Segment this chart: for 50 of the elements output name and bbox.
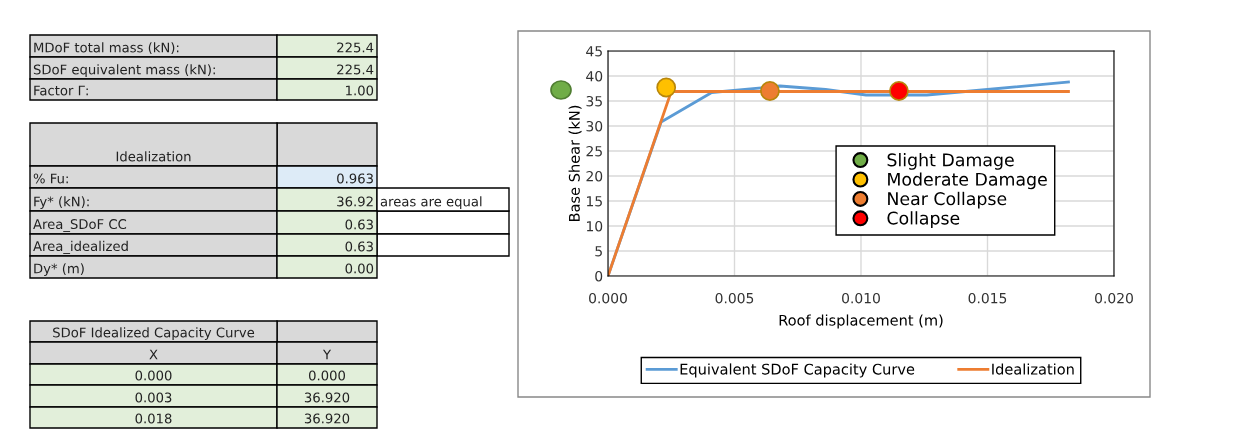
text: SDoF Idealized Capacity Curve xyxy=(53,327,255,340)
y-tick-label: 40 xyxy=(586,70,603,82)
x-tick-label: 0.010 xyxy=(842,292,880,304)
y-tick-label: 45 xyxy=(586,46,602,57)
text: MDoF total mass (kN): xyxy=(34,42,179,54)
legend-label: Moderate Damage xyxy=(888,172,1047,190)
x-tick-label: 0.020 xyxy=(1095,292,1133,304)
text: 36.920 xyxy=(304,413,350,424)
text: 0.018 xyxy=(135,413,172,424)
text: 0.000 xyxy=(308,370,346,381)
legend-label: Slight Damage xyxy=(887,152,1014,170)
text: 0.00 xyxy=(345,263,374,274)
text: % Fu: xyxy=(33,173,68,184)
y-tick-label: 10 xyxy=(586,220,603,232)
text: 225.4 xyxy=(337,64,374,75)
text: Area_SDoF CC xyxy=(33,219,127,232)
x-tick-label: 0.015 xyxy=(968,292,1007,304)
text: Dy* (m) xyxy=(34,263,84,276)
text: Fy* (kN): xyxy=(34,196,89,209)
y-tick-label: 5 xyxy=(595,246,602,257)
text: 0.63 xyxy=(345,241,373,252)
text: 0.003 xyxy=(135,392,172,403)
text: Factor Γ: xyxy=(34,85,88,96)
x-tick-label: 0.000 xyxy=(589,292,627,304)
text: 36.92 xyxy=(337,196,373,207)
legend-label: Near Collapse xyxy=(888,191,1007,209)
text: 1.00 xyxy=(346,85,374,96)
x-axis-title: Roof displacement (m) xyxy=(779,314,943,329)
y-axis-title: Base Shear (kN) xyxy=(568,105,582,222)
legend-label: Equivalent SDoF Capacity Curve xyxy=(680,363,915,378)
text: Area_idealized xyxy=(33,240,128,254)
text: 36.920 xyxy=(304,392,350,403)
y-tick-label: 35 xyxy=(586,95,602,107)
text: areas are equal xyxy=(380,196,482,209)
y-tick-label: 30 xyxy=(586,120,603,132)
text: 225.4 xyxy=(337,42,374,53)
text: Idealization xyxy=(116,151,191,162)
x-tick-label: 0.005 xyxy=(715,292,754,304)
text: 0.000 xyxy=(135,370,172,381)
y-tick-label: 0 xyxy=(595,270,603,282)
legend-label: Collapse xyxy=(887,211,960,229)
y-tick-label: 25 xyxy=(586,145,602,157)
y-tick-label: 20 xyxy=(586,170,603,182)
text: X xyxy=(149,349,158,360)
text: 0.963 xyxy=(337,173,373,184)
text: Y xyxy=(322,349,332,360)
text: 0.63 xyxy=(345,219,373,230)
legend-label: Idealization xyxy=(992,363,1074,375)
text: SDoF equivalent mass (kN): xyxy=(33,64,215,77)
y-tick-label: 15 xyxy=(586,196,602,207)
